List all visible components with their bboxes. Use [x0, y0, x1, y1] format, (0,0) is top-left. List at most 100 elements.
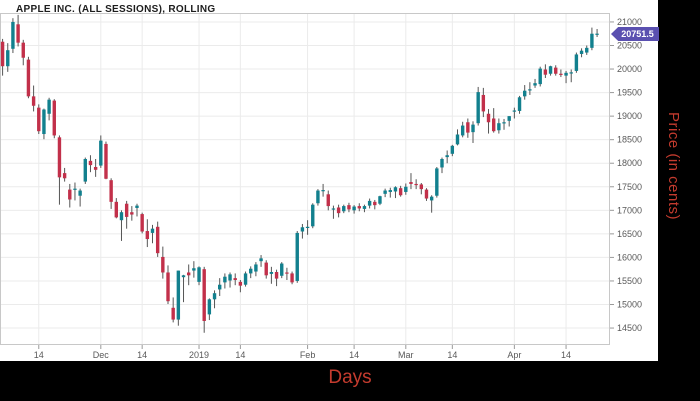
candle-body	[378, 196, 382, 204]
x-tick-label: 14	[137, 350, 147, 360]
candle-body	[554, 67, 558, 74]
candle-body	[21, 42, 25, 58]
candle-body	[316, 190, 320, 204]
candle-body	[295, 232, 299, 281]
candle-body	[523, 90, 527, 97]
y-tick-label: 16000	[617, 252, 642, 262]
candle-body	[590, 33, 594, 48]
candle-body	[62, 173, 67, 179]
chart-title: APPLE INC. (ALL SESSIONS), ROLLING	[16, 4, 216, 15]
candle-body	[280, 263, 284, 276]
x-tick-label: 14	[349, 350, 359, 360]
candle-body	[311, 204, 315, 227]
candle-body	[574, 54, 579, 71]
candle-body	[367, 200, 372, 206]
candle-body	[150, 228, 155, 233]
candle-body	[238, 281, 243, 286]
candle-body	[507, 116, 511, 121]
y-tick-label: 19500	[617, 88, 642, 98]
candle-body	[347, 205, 351, 210]
y-tick-label: 15500	[617, 276, 642, 286]
x-tick-label: 14	[235, 350, 245, 360]
y-tick-label: 17000	[617, 205, 642, 215]
candle-body	[99, 140, 103, 166]
candle-body	[104, 143, 108, 179]
candle-body	[517, 97, 522, 111]
candle-body	[202, 269, 206, 321]
candle-body	[243, 273, 248, 285]
chart-frame: 14500 15000 15500 16000 16500 17000 17500 18000…	[0, 0, 659, 361]
candle-body	[254, 264, 258, 272]
candle-body	[476, 92, 480, 124]
candle-body	[88, 160, 93, 166]
candle-body	[274, 272, 279, 279]
candle-body	[140, 214, 144, 232]
candle-body	[569, 72, 573, 74]
x-tick-label: Feb	[300, 350, 316, 360]
candle-body	[37, 107, 41, 132]
candle-body	[26, 59, 31, 97]
candle-body	[31, 96, 36, 106]
candle-body	[223, 276, 227, 283]
x-axis-title: Days	[328, 367, 372, 388]
candle-body	[326, 194, 330, 207]
candle-body	[440, 158, 444, 168]
candle-body	[466, 122, 470, 133]
candle-body	[393, 187, 398, 192]
candle-body	[321, 190, 325, 192]
candle-body	[450, 145, 455, 154]
candle-body	[528, 89, 532, 91]
candle-body	[285, 272, 289, 274]
y-tick-label: 20500	[617, 40, 642, 50]
candle-body	[166, 272, 170, 302]
candle-body	[269, 272, 274, 274]
candle-body	[11, 21, 15, 49]
candle-body	[155, 226, 160, 254]
candle-body	[383, 190, 387, 194]
candle-body	[130, 212, 134, 215]
candle-body	[228, 274, 232, 281]
candle-body	[398, 188, 403, 196]
y-tick-label: 21000	[617, 17, 642, 27]
candle-body	[435, 168, 439, 196]
candle-body	[497, 123, 501, 131]
candle-body	[595, 33, 599, 35]
y-tick-label: 18000	[617, 158, 642, 168]
candle-body	[73, 188, 77, 190]
candle-body	[145, 231, 150, 240]
candle-body	[249, 268, 253, 274]
candle-body	[424, 189, 429, 199]
candle-body	[109, 180, 113, 202]
candlestick-plot[interactable]: 14500 15000 15500 16000 16500 17000 17500 18000…	[0, 0, 658, 361]
candle-body	[357, 206, 361, 209]
candle-body	[585, 47, 589, 53]
candle-body	[404, 186, 408, 192]
candle-body	[409, 182, 413, 184]
candle-body	[445, 155, 449, 158]
candle-body	[419, 184, 424, 190]
candle-body	[388, 190, 392, 192]
candle-body	[429, 196, 434, 201]
candle-body	[171, 307, 175, 320]
x-tick-label: Apr	[507, 350, 521, 360]
candle-body	[83, 158, 87, 182]
x-tick-label: Mar	[398, 350, 414, 360]
candle-body	[543, 69, 548, 75]
candle-body	[119, 212, 124, 221]
candle-body	[124, 203, 129, 217]
y-tick-label: 20000	[617, 64, 642, 74]
x-tick-label: 14	[561, 350, 571, 360]
candle-body	[331, 208, 336, 210]
candle-body	[0, 41, 5, 67]
candle-body	[52, 100, 56, 136]
x-tick-label: 2019	[189, 350, 209, 360]
candle-body	[181, 275, 186, 278]
candle-body	[305, 226, 310, 228]
candle-body	[362, 206, 367, 209]
last-price-badge: 20751.5	[611, 27, 659, 41]
y-tick-label: 17500	[617, 182, 642, 192]
candle-body	[114, 201, 119, 218]
candle-body	[414, 183, 418, 186]
candle-body	[264, 262, 268, 276]
candle-body	[6, 50, 10, 67]
